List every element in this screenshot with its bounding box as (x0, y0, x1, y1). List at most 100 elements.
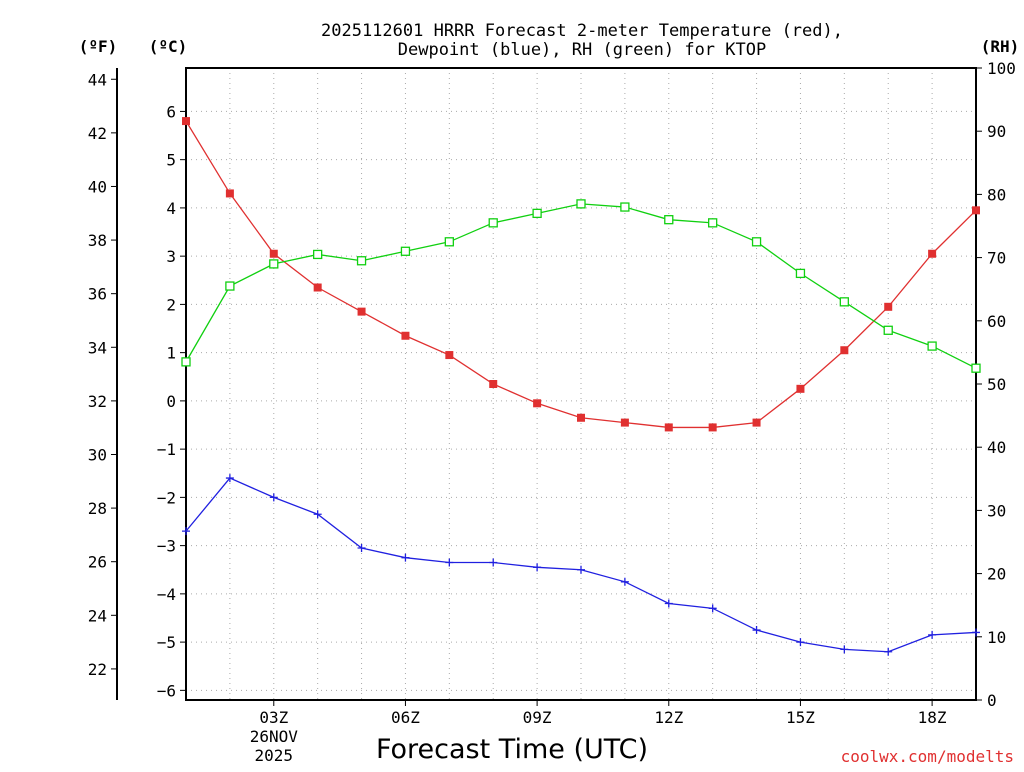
rh-tick-label: 80 (987, 185, 1006, 204)
celsius-tick-label: 0 (166, 392, 176, 411)
fahrenheit-tick-label: 26 (88, 553, 107, 572)
dewpoint-point (225, 474, 234, 483)
celsius-tick-label: 2 (166, 295, 176, 314)
x-tick-label: 15Z (786, 708, 815, 727)
rh-point (488, 218, 498, 228)
x-tick-label: 06Z (391, 708, 420, 727)
fahrenheit-tick-label: 34 (88, 338, 107, 357)
dewpoint-point (577, 565, 585, 574)
celsius-unit-label: (ºC) (149, 37, 188, 56)
rh-tick-label: 70 (987, 249, 1006, 268)
dewpoint-point (620, 577, 629, 586)
x-tick-sublabel: 2025 (255, 746, 294, 765)
fahrenheit-tick-label: 40 (88, 177, 107, 196)
celsius-tick-label: 5 (166, 151, 176, 170)
celsius-tick-label: −6 (157, 681, 176, 700)
fahrenheit-tick-label: 42 (88, 124, 107, 143)
rh-point (444, 237, 454, 247)
fahrenheit-tick-label: 32 (88, 392, 107, 411)
dewpoint-point (269, 493, 278, 502)
celsius-tick-label: −1 (157, 440, 176, 459)
rh-point (751, 237, 762, 247)
fahrenheit-tick-label: 22 (88, 660, 107, 679)
x-axis-label: Forecast Time (UTC) (376, 734, 648, 765)
dewpoint-point (752, 626, 761, 635)
celsius-tick-label: 1 (166, 344, 176, 363)
rh-point (795, 268, 806, 279)
rh-tick-label: 50 (987, 375, 1006, 394)
celsius-tick-label: 6 (166, 102, 176, 121)
temperature-point (752, 418, 761, 427)
rh-point (664, 215, 674, 225)
dewpoint-point (533, 563, 542, 572)
rh-tick-label: 90 (987, 122, 1006, 141)
celsius-tick-label: −3 (157, 537, 176, 556)
temperature-point (620, 418, 629, 427)
rh-point (356, 256, 367, 266)
rh-point (576, 199, 586, 209)
temperature-point (401, 331, 410, 340)
rh-point (927, 341, 937, 351)
celsius-tick-label: −2 (157, 488, 176, 507)
temperature-point (445, 351, 454, 360)
rh-tick-label: 0 (987, 691, 997, 710)
temperature-point (182, 117, 190, 126)
temperature-point (577, 413, 585, 422)
temperature-point (357, 307, 366, 316)
rh-point (181, 357, 191, 367)
rh-point (532, 208, 542, 219)
dewpoint-point (708, 604, 717, 613)
x-tick-label: 18Z (918, 708, 947, 727)
dewpoint-point (972, 628, 980, 637)
fahrenheit-tick-label: 30 (88, 445, 107, 464)
rh-tick-label: 30 (987, 501, 1006, 520)
temperature-point (313, 283, 322, 292)
rh-point (708, 218, 718, 228)
fahrenheit-tick-label: 36 (88, 285, 107, 304)
dewpoint-point (182, 527, 190, 536)
fahrenheit-tick-label: 28 (88, 499, 107, 518)
temperature-point (928, 249, 937, 258)
fahrenheit-unit-label: (ºF) (79, 37, 118, 56)
temperature-point (225, 189, 234, 198)
temperature-point (972, 206, 980, 215)
dewpoint-point (664, 599, 673, 608)
dewpoint-point (313, 510, 322, 519)
x-tick-label: 09Z (523, 708, 552, 727)
fahrenheit-tick-label: 44 (88, 70, 107, 89)
dewpoint-point (401, 553, 410, 562)
dewpoint-point (840, 645, 849, 654)
celsius-tick-label: 3 (166, 247, 176, 266)
rh-point (883, 325, 893, 335)
dewpoint-point (884, 647, 893, 656)
rh-point (313, 249, 323, 260)
rh-tick-label: 40 (987, 438, 1006, 457)
rh-tick-label: 10 (987, 628, 1006, 647)
rh-point (971, 363, 981, 373)
rh-tick-label: 20 (987, 565, 1006, 584)
celsius-tick-label: 4 (166, 199, 176, 218)
temperature-point (796, 384, 805, 393)
temperature-point (489, 380, 498, 388)
x-tick-label: 03Z (259, 708, 288, 727)
rh-point (225, 281, 235, 291)
dewpoint-point (445, 558, 454, 567)
series-line-dewpoint (185, 477, 977, 653)
series-line-2-meter-temperature (185, 120, 977, 429)
dewpoint-point (928, 630, 937, 639)
temperature-point (708, 423, 717, 432)
dewpoint-point (489, 558, 498, 567)
rh-point (269, 259, 279, 269)
x-tick-label: 12Z (654, 708, 683, 727)
rh-tick-label: 100 (987, 59, 1016, 78)
rh-point (400, 246, 411, 256)
rh-tick-label: 60 (987, 312, 1006, 331)
temperature-point (840, 346, 849, 355)
rh-point (620, 202, 630, 212)
fahrenheit-tick-label: 38 (88, 231, 107, 250)
x-tick-sublabel: 26NOV (250, 727, 299, 746)
rh-unit-label: (RH) (981, 37, 1020, 56)
dewpoint-point (796, 638, 805, 647)
